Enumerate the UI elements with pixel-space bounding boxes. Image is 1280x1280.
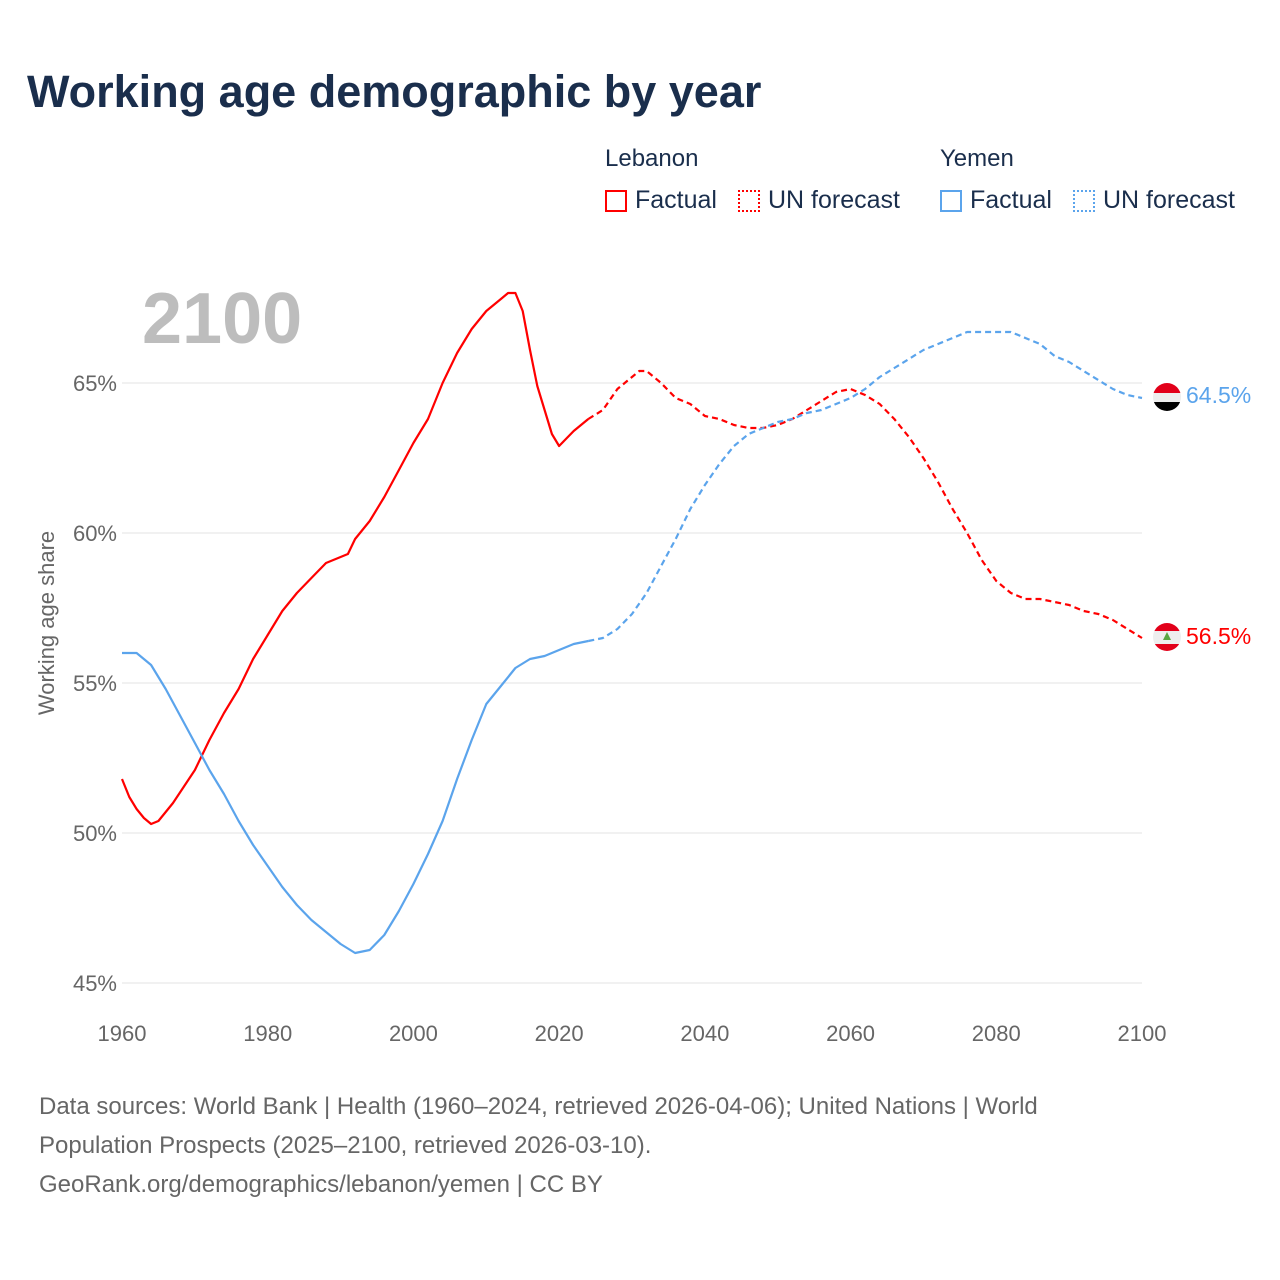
source-link[interactable]: GeoRank.org/demographics/lebanon/yemen |…: [39, 1171, 603, 1198]
x-tick-label: 2080: [972, 1021, 1021, 1046]
source-line-2: Population Prospects (2025–2100, retriev…: [39, 1132, 652, 1159]
lebanon-forecast-line: [587, 369, 1143, 639]
footer: Data sources: World Bank | Health (1960–…: [39, 1087, 1239, 1204]
legend-yemen-forecast[interactable]: UN forecast: [1073, 186, 1235, 215]
yemen-flag-icon: [1153, 383, 1181, 411]
legend-label: Factual: [635, 186, 717, 214]
y-tick-label: 60%: [73, 521, 117, 546]
dotted-swatch-icon: [1073, 189, 1095, 212]
y-tick-label: 45%: [73, 971, 117, 996]
legend-label: Factual: [970, 186, 1052, 214]
x-tick-label: 2100: [1118, 1021, 1167, 1046]
legend-yemen-heading: Yemen: [940, 145, 1014, 172]
y-tick-label: 55%: [73, 671, 117, 696]
yemen-end-label: 64.5%: [1186, 382, 1251, 408]
year-watermark: 2100: [142, 279, 302, 359]
y-axis-label: Working age share: [34, 531, 59, 715]
x-tick-label: 1960: [98, 1021, 147, 1046]
yemen-factual-line: [122, 639, 589, 955]
x-tick-label: 2040: [680, 1021, 729, 1046]
x-tick-label: 2020: [535, 1021, 584, 1046]
solid-swatch-icon: [940, 189, 962, 212]
dotted-swatch-icon: [738, 189, 760, 212]
legend-lebanon-heading: Lebanon: [605, 145, 699, 172]
legend-label: UN forecast: [768, 186, 900, 214]
legend-yemen-factual[interactable]: Factual: [940, 186, 1052, 215]
y-tick-label: 65%: [73, 371, 117, 396]
legend-lebanon-factual[interactable]: Factual: [605, 186, 717, 215]
y-tick-label: 50%: [73, 821, 117, 846]
lebanon-factual-line: [120, 291, 589, 826]
legend-label: UN forecast: [1103, 186, 1235, 214]
lebanon-flag-icon: [1153, 623, 1181, 651]
x-tick-label: 1980: [243, 1021, 292, 1046]
legend-lebanon-forecast[interactable]: UN forecast: [738, 186, 900, 215]
solid-swatch-icon: [605, 189, 627, 212]
x-tick-label: 2000: [389, 1021, 438, 1046]
yemen-forecast-line: [588, 330, 1143, 643]
chart-title: Working age demographic by year: [27, 66, 762, 117]
x-tick-label: 2060: [826, 1021, 875, 1046]
lebanon-end-label: 56.5%: [1186, 623, 1251, 649]
source-line-1: Data sources: World Bank | Health (1960–…: [39, 1093, 1038, 1120]
